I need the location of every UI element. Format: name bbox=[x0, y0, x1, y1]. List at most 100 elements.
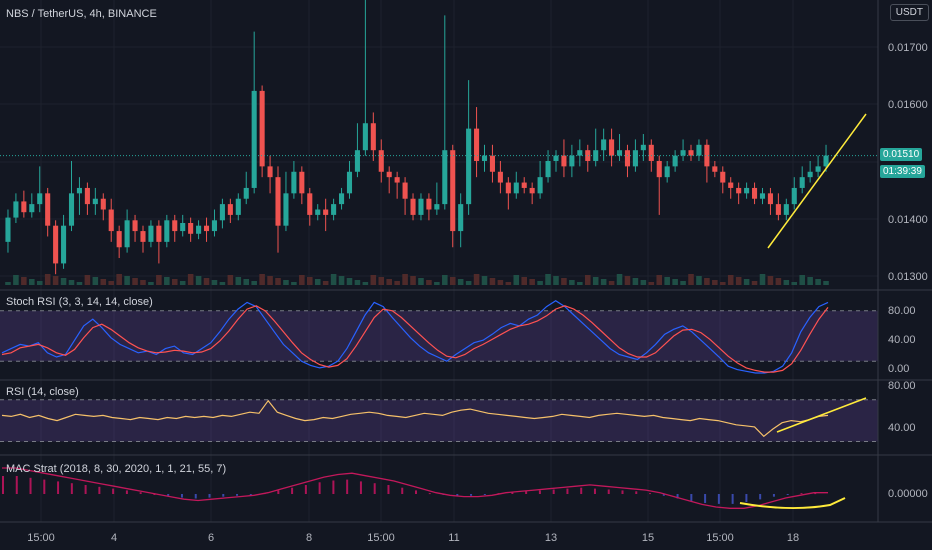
candle-body bbox=[53, 225, 59, 264]
volume-bar bbox=[783, 280, 790, 285]
candle-body bbox=[426, 198, 432, 210]
candle-body bbox=[450, 150, 456, 232]
candle-body bbox=[474, 128, 480, 161]
stoch-rsi-pane[interactable] bbox=[0, 299, 878, 374]
mac-bar bbox=[580, 487, 583, 494]
candle-body bbox=[767, 193, 773, 205]
time-tick-label: 15 bbox=[642, 532, 654, 544]
mac-bar bbox=[456, 494, 459, 496]
volume-bar bbox=[306, 277, 313, 285]
candle-body bbox=[585, 150, 591, 161]
mac-bar bbox=[538, 490, 541, 494]
candle-body bbox=[601, 139, 607, 151]
volume-bar bbox=[132, 278, 138, 285]
candle-body bbox=[712, 166, 718, 172]
volume-bar bbox=[227, 275, 234, 285]
volume-bar bbox=[632, 278, 639, 285]
volume-bar bbox=[195, 276, 202, 285]
time-axis[interactable]: 15:00 4 6 8 15:00 11 13 15 15:00 18 bbox=[27, 532, 799, 544]
volume-bar bbox=[140, 280, 146, 285]
candle-body bbox=[632, 150, 638, 167]
volume-bar bbox=[299, 275, 305, 285]
candle-body bbox=[243, 187, 249, 199]
candle-body bbox=[545, 160, 551, 178]
volume-bar bbox=[751, 281, 758, 285]
time-tick-label: 18 bbox=[787, 532, 799, 544]
volume-bar bbox=[378, 277, 385, 285]
volume-bar bbox=[179, 281, 186, 285]
candle-body bbox=[370, 123, 376, 151]
volume-bar bbox=[116, 274, 122, 285]
volume-bar bbox=[434, 282, 440, 285]
mac-strat-pane[interactable] bbox=[2, 467, 846, 510]
candle-body bbox=[283, 193, 289, 226]
volume-bar bbox=[426, 280, 432, 285]
mac-bar bbox=[277, 490, 280, 494]
mac-bar bbox=[676, 494, 679, 499]
volume-bar bbox=[513, 275, 520, 285]
volume-bar bbox=[529, 279, 535, 285]
candle-body bbox=[124, 220, 130, 248]
volume-bar bbox=[259, 274, 265, 285]
mac-bar bbox=[373, 483, 376, 494]
candle-body bbox=[37, 193, 43, 205]
volume-bar bbox=[743, 279, 750, 285]
mac-bar bbox=[2, 476, 4, 494]
candle-body bbox=[442, 150, 448, 205]
candle-body bbox=[346, 171, 353, 194]
mac-bar bbox=[194, 494, 197, 499]
mac-bar bbox=[566, 488, 569, 494]
candle-body bbox=[331, 204, 337, 215]
volume-bar bbox=[735, 277, 742, 285]
currency-button[interactable]: USDT bbox=[889, 4, 929, 21]
time-tick-label: 15:00 bbox=[706, 532, 734, 544]
mac-strat-title[interactable]: MAC Strat (2018, 8, 30, 2020, 1, 1, 21, … bbox=[6, 463, 227, 475]
mac-bar bbox=[552, 489, 555, 494]
volume-bar bbox=[481, 276, 488, 285]
volume-bar bbox=[13, 275, 19, 285]
mac-bar bbox=[483, 494, 486, 495]
pane-dividers[interactable] bbox=[0, 0, 932, 523]
volume-bar bbox=[442, 275, 448, 285]
candle-body bbox=[251, 90, 257, 188]
candle-body bbox=[307, 193, 313, 215]
time-tick-label: 4 bbox=[111, 532, 117, 544]
volume-bar bbox=[29, 279, 35, 285]
candle-body bbox=[656, 160, 662, 178]
volume-bar bbox=[171, 279, 178, 285]
candle-body bbox=[791, 187, 797, 205]
candle-body bbox=[84, 187, 90, 205]
mac-bar bbox=[401, 487, 404, 494]
candle-body bbox=[752, 187, 758, 199]
rsi-trendline bbox=[776, 397, 867, 433]
candle-body bbox=[132, 220, 138, 232]
candle-body bbox=[720, 171, 726, 183]
candle-body bbox=[593, 150, 599, 161]
volume-bar bbox=[219, 282, 226, 285]
volume-bar bbox=[267, 276, 273, 285]
mac-bar bbox=[125, 490, 128, 494]
mac-bar bbox=[98, 486, 101, 494]
candle-body bbox=[815, 166, 821, 172]
stoch-rsi-title[interactable]: Stoch RSI (3, 3, 14, 14, close) bbox=[6, 296, 153, 308]
volume-bar bbox=[807, 277, 813, 285]
candle-body bbox=[21, 201, 27, 213]
candle-body bbox=[188, 222, 194, 234]
candle-body bbox=[799, 177, 805, 188]
symbol-title[interactable]: NBS / TetherUS, 4h, BINANCE bbox=[6, 8, 157, 20]
candle-body bbox=[76, 187, 82, 194]
price-pane[interactable] bbox=[0, 0, 878, 285]
rsi-title[interactable]: RSI (14, close) bbox=[6, 386, 79, 398]
volume-bar bbox=[291, 282, 297, 285]
candle-body bbox=[410, 198, 416, 215]
mac-bar bbox=[84, 485, 87, 494]
candle-body bbox=[553, 155, 559, 161]
rsi-pane[interactable] bbox=[0, 397, 878, 443]
candle-body bbox=[219, 204, 225, 221]
stoch-tick-label: 0.00 bbox=[888, 363, 909, 375]
volume-bar bbox=[68, 280, 75, 285]
mac-bar bbox=[346, 479, 349, 494]
price-tick-label: 0.01600 bbox=[888, 99, 928, 111]
mac-bar bbox=[387, 485, 390, 494]
